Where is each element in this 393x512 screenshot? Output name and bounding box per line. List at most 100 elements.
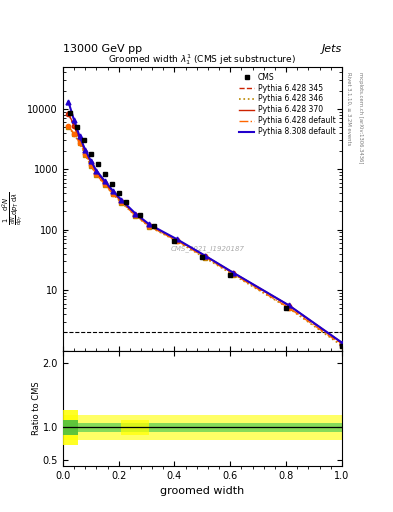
Pythia 8.308 default (133, 210, 138, 217)
CMS (81, 137, 86, 143)
Pythia 6.428 346 (231, 271, 235, 278)
Pythia 6.428 345 (88, 160, 93, 166)
Pythia 6.428 default (83, 151, 88, 157)
Pythia 6.428 370 (83, 148, 88, 155)
Pythia 8.308 default (77, 133, 82, 139)
Y-axis label: Ratio to CMS: Ratio to CMS (32, 381, 41, 435)
Pythia 6.428 346 (77, 140, 82, 146)
Bar (63, 420, 78, 435)
Pythia 6.428 370 (77, 136, 82, 142)
Pythia 6.428 345 (83, 150, 88, 156)
Pythia 6.428 default (231, 271, 235, 277)
Pythia 6.428 370 (340, 339, 344, 346)
Pythia 6.428 345 (133, 211, 138, 218)
Pythia 6.428 346 (147, 224, 152, 230)
Pythia 6.428 default (72, 131, 76, 137)
Pythia 6.428 345 (77, 137, 82, 143)
Bar (63, 415, 342, 440)
Pythia 6.428 345 (94, 170, 99, 176)
Pythia 6.428 345 (111, 190, 116, 196)
Pythia 6.428 370 (203, 253, 208, 259)
Pythia 6.428 345 (66, 111, 71, 117)
Pythia 6.428 346 (133, 212, 138, 219)
Pythia 6.428 346 (111, 191, 116, 197)
Pythia 6.428 345 (175, 237, 180, 243)
Pythia 6.428 346 (175, 238, 180, 244)
Text: mcplots.cern.ch [arXiv:1306.3436]: mcplots.cern.ch [arXiv:1306.3436] (358, 72, 363, 163)
Pythia 8.308 default (72, 117, 76, 123)
Pythia 8.308 default (83, 147, 88, 153)
Pythia 6.428 370 (175, 237, 180, 243)
CMS (228, 271, 233, 278)
Pythia 8.308 default (88, 158, 93, 164)
Pythia 8.308 default (147, 221, 152, 227)
Pythia 6.428 345 (119, 198, 124, 204)
X-axis label: groomed width: groomed width (160, 486, 244, 496)
Pythia 6.428 default (111, 191, 116, 197)
Pythia 6.428 370 (147, 222, 152, 228)
Pythia 6.428 346 (88, 162, 93, 168)
CMS (200, 254, 205, 260)
CMS (75, 124, 79, 130)
Pythia 8.308 default (111, 188, 116, 194)
Bar (121, 420, 149, 435)
Pythia 6.428 default (147, 223, 152, 229)
Pythia 6.428 default (340, 342, 344, 348)
Pythia 6.428 default (102, 181, 107, 187)
Pythia 6.428 346 (340, 343, 344, 349)
Pythia 6.428 370 (111, 189, 116, 196)
Pythia 6.428 370 (119, 198, 124, 204)
Pythia 6.428 default (133, 212, 138, 219)
Bar (63, 410, 78, 445)
CMS (88, 151, 93, 157)
Pythia 6.428 default (77, 140, 82, 146)
Pythia 6.428 370 (286, 302, 291, 308)
Pythia 6.428 346 (83, 152, 88, 158)
Text: Jets: Jets (321, 44, 342, 54)
Pythia 8.308 default (66, 99, 71, 105)
Pythia 8.308 default (94, 167, 99, 174)
CMS (102, 170, 107, 177)
Pythia 6.428 370 (72, 122, 76, 129)
Line: Pythia 8.308 default: Pythia 8.308 default (68, 102, 342, 343)
Pythia 6.428 346 (286, 305, 291, 311)
Pythia 8.308 default (286, 302, 291, 308)
Pythia 6.428 370 (102, 180, 107, 186)
CMS (172, 238, 177, 244)
Pythia 6.428 345 (72, 123, 76, 129)
Line: Pythia 6.428 370: Pythia 6.428 370 (68, 113, 342, 343)
CMS (137, 212, 142, 218)
Pythia 6.428 370 (66, 110, 71, 116)
CMS (340, 343, 344, 349)
Pythia 6.428 345 (203, 253, 208, 260)
CMS (151, 223, 156, 229)
CMS (95, 161, 100, 167)
Pythia 6.428 345 (147, 222, 152, 228)
Bar (63, 423, 342, 432)
Text: Rivet 3.1.10, ≥ 3.2M events: Rivet 3.1.10, ≥ 3.2M events (347, 72, 352, 145)
Line: Pythia 6.428 345: Pythia 6.428 345 (68, 114, 342, 344)
Pythia 6.428 default (203, 254, 208, 260)
Pythia 6.428 370 (133, 211, 138, 217)
Y-axis label: $\frac{1}{\frac{\mathrm{d}N}{\mathrm{d}p_T}} \frac{\mathrm{d}^2N}{\mathrm{d}p_T\: $\frac{1}{\frac{\mathrm{d}N}{\mathrm{d}p… (1, 192, 26, 225)
Pythia 6.428 default (66, 123, 71, 130)
Text: CMS_2021_I1920187: CMS_2021_I1920187 (171, 245, 245, 252)
CMS (68, 110, 72, 116)
CMS (109, 180, 114, 186)
Pythia 8.308 default (340, 339, 344, 346)
Pythia 6.428 default (94, 172, 99, 178)
Pythia 6.428 default (119, 199, 124, 205)
Title: Groomed width $\lambda_1^1$ (CMS jet substructure): Groomed width $\lambda_1^1$ (CMS jet sub… (108, 52, 296, 67)
Pythia 8.308 default (203, 253, 208, 259)
Pythia 8.308 default (119, 197, 124, 203)
Pythia 6.428 346 (119, 200, 124, 206)
Pythia 6.428 346 (66, 124, 71, 130)
CMS (116, 190, 121, 197)
Line: CMS: CMS (68, 111, 344, 348)
Pythia 6.428 370 (231, 269, 235, 275)
Pythia 6.428 345 (102, 180, 107, 186)
Pythia 6.428 default (175, 238, 180, 244)
Pythia 6.428 346 (203, 255, 208, 261)
Legend: CMS, Pythia 6.428 345, Pythia 6.428 346, Pythia 6.428 370, Pythia 6.428 default,: CMS, Pythia 6.428 345, Pythia 6.428 346,… (237, 70, 338, 139)
CMS (284, 305, 288, 311)
